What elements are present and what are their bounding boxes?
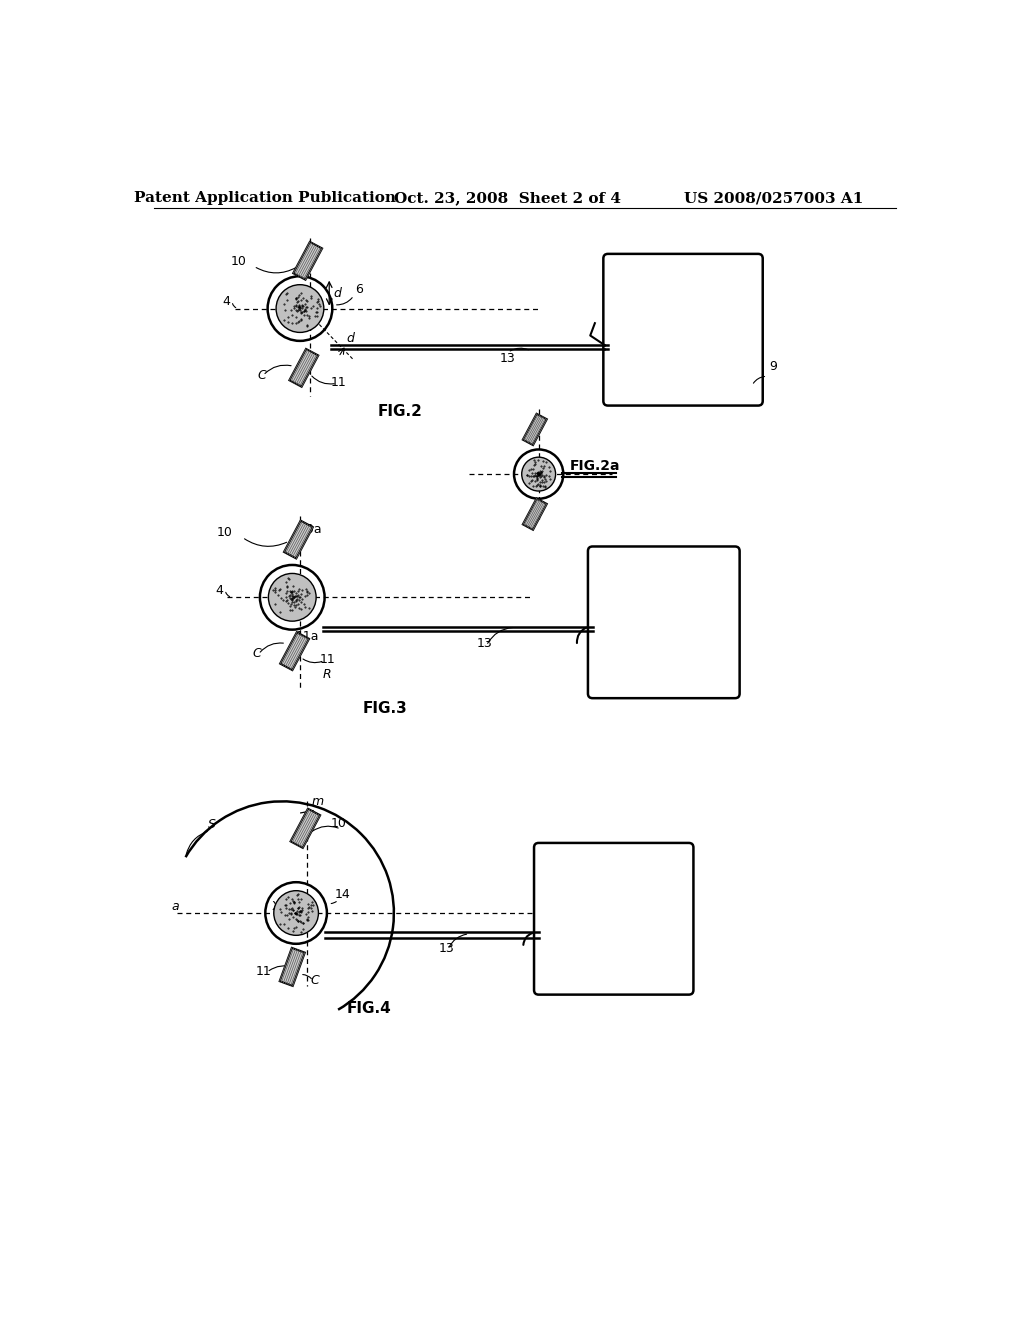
Text: X: X bbox=[271, 900, 281, 913]
FancyBboxPatch shape bbox=[588, 546, 739, 698]
Text: 4: 4 bbox=[215, 585, 223, 597]
Text: S: S bbox=[208, 818, 215, 832]
Circle shape bbox=[521, 457, 556, 491]
Circle shape bbox=[268, 573, 316, 622]
Text: 11: 11 bbox=[256, 965, 271, 978]
Text: d: d bbox=[333, 286, 341, 300]
Text: FIG.2: FIG.2 bbox=[378, 404, 423, 420]
Text: 10: 10 bbox=[230, 255, 246, 268]
Text: 14: 14 bbox=[335, 887, 350, 900]
Text: 10: 10 bbox=[216, 525, 232, 539]
Polygon shape bbox=[523, 499, 547, 529]
Text: C: C bbox=[252, 647, 261, 660]
Text: FIG.3: FIG.3 bbox=[362, 701, 407, 715]
Polygon shape bbox=[290, 348, 318, 387]
Text: Oct. 23, 2008  Sheet 2 of 4: Oct. 23, 2008 Sheet 2 of 4 bbox=[394, 191, 622, 206]
Text: 10a: 10a bbox=[298, 524, 322, 536]
Text: 13: 13 bbox=[500, 351, 516, 364]
Text: C: C bbox=[310, 974, 318, 987]
Text: FIG.4: FIG.4 bbox=[347, 1001, 391, 1016]
Text: 11a: 11a bbox=[296, 631, 319, 643]
Text: 9: 9 bbox=[770, 360, 777, 374]
Text: C: C bbox=[258, 368, 266, 381]
Text: 10: 10 bbox=[331, 817, 347, 830]
Text: 11: 11 bbox=[331, 376, 346, 388]
FancyBboxPatch shape bbox=[603, 253, 763, 405]
Text: FIG.2a: FIG.2a bbox=[569, 459, 620, 474]
Text: 11: 11 bbox=[319, 653, 335, 665]
Polygon shape bbox=[284, 520, 313, 558]
Text: R: R bbox=[323, 668, 332, 681]
Text: US 2008/0257003 A1: US 2008/0257003 A1 bbox=[684, 191, 863, 206]
Text: d: d bbox=[346, 331, 354, 345]
Polygon shape bbox=[293, 242, 323, 280]
FancyBboxPatch shape bbox=[535, 843, 693, 995]
Polygon shape bbox=[281, 632, 309, 671]
Polygon shape bbox=[280, 948, 305, 986]
Polygon shape bbox=[291, 809, 321, 847]
Text: 13: 13 bbox=[477, 638, 493, 651]
Text: m: m bbox=[311, 795, 324, 808]
Text: Patent Application Publication: Patent Application Publication bbox=[134, 191, 396, 206]
Text: 6: 6 bbox=[355, 284, 364, 296]
Polygon shape bbox=[523, 413, 547, 445]
Text: a: a bbox=[171, 900, 179, 913]
Circle shape bbox=[273, 891, 318, 936]
Text: 13: 13 bbox=[438, 941, 454, 954]
Circle shape bbox=[276, 285, 324, 333]
Text: 4: 4 bbox=[223, 296, 230, 309]
